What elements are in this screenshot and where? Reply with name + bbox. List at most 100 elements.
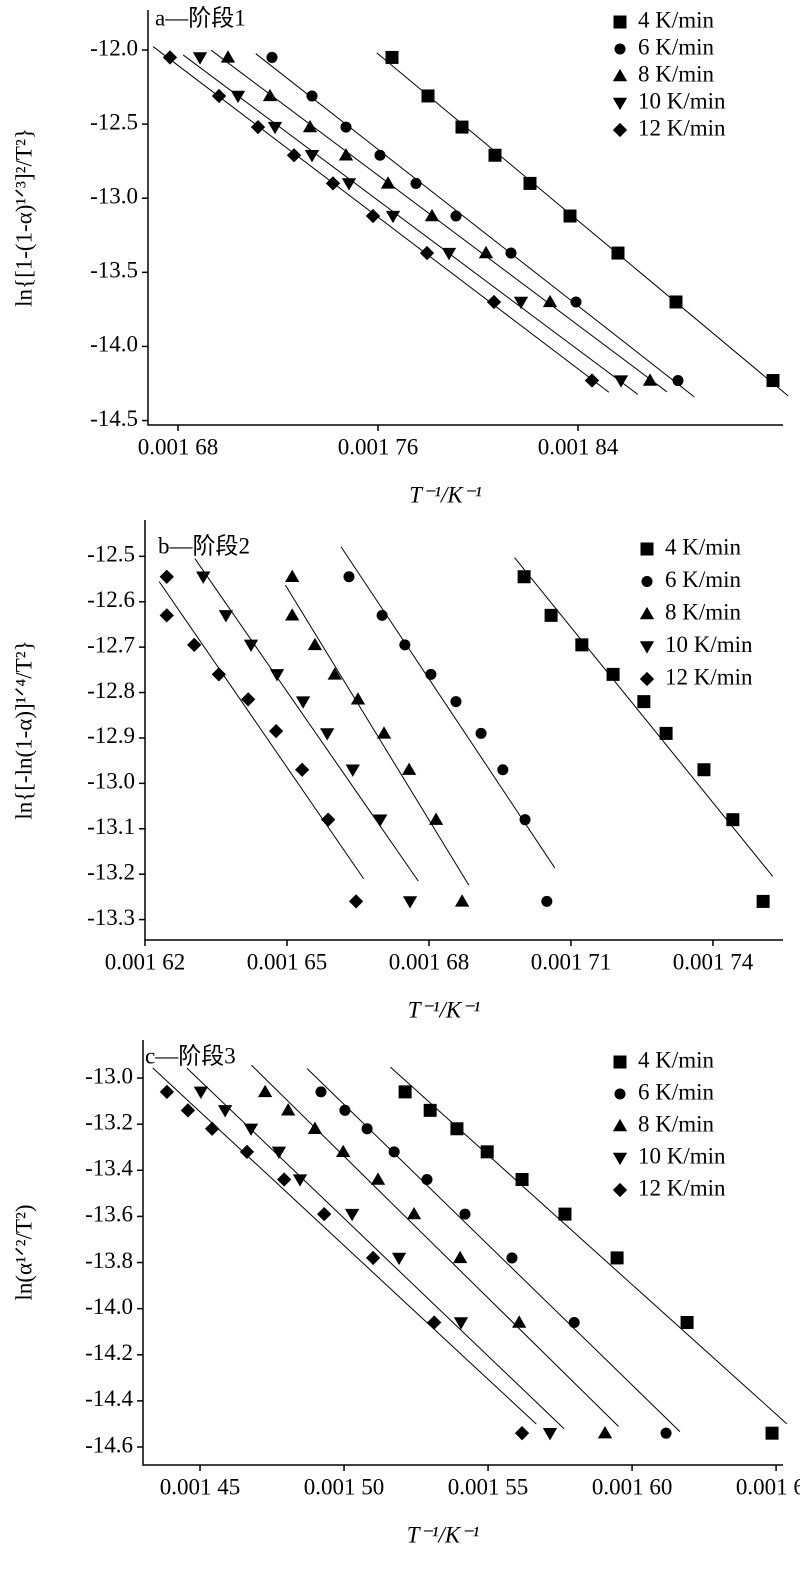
x-tick-label: 0.001 68 (389, 949, 470, 974)
point (765, 1426, 779, 1440)
point (480, 1145, 494, 1159)
point (285, 569, 300, 582)
point (365, 1250, 381, 1266)
point (455, 120, 469, 134)
legend-marker (612, 68, 628, 82)
point (541, 895, 553, 907)
fit-line (376, 52, 789, 397)
point (345, 764, 360, 777)
point (388, 1146, 400, 1158)
point (321, 812, 336, 827)
fit-line (152, 46, 610, 393)
title: a—阶段1 (155, 5, 246, 30)
legend-marker (612, 1182, 628, 1198)
point (515, 1173, 529, 1187)
point (385, 50, 399, 64)
point (486, 294, 502, 310)
point (373, 814, 388, 827)
point (419, 245, 435, 261)
point (243, 1123, 259, 1136)
legend-label: 4 K/min (638, 7, 715, 32)
point (192, 52, 208, 65)
point (513, 296, 529, 310)
point (380, 176, 396, 189)
point (243, 639, 259, 653)
y-tick-label: -13.0 (85, 1063, 133, 1088)
point (217, 1105, 233, 1118)
point (218, 610, 234, 623)
point (271, 1146, 287, 1159)
point (427, 1315, 442, 1330)
x-tick-label: 0.001 60 (592, 1474, 673, 1499)
y-tick-label: -12.5 (87, 542, 135, 567)
y-tick-label: -12.8 (87, 678, 135, 703)
title: b—阶段2 (158, 533, 250, 558)
x-tick-label: 0.001 65 (247, 949, 328, 974)
point (450, 210, 462, 222)
point (338, 148, 354, 161)
fit-line (251, 1064, 619, 1427)
point (659, 726, 673, 740)
point (336, 1144, 351, 1158)
point (306, 90, 318, 102)
point (570, 296, 582, 308)
x-axis-label: T⁻¹/K⁻¹ (408, 997, 481, 1022)
point (523, 176, 537, 190)
legend-marker (613, 15, 627, 29)
point (361, 1123, 373, 1135)
y-axis-label: ln{[1-(1-α)¹ᐟ³]²/T²} (11, 128, 36, 307)
point (162, 50, 178, 65)
legend-label: 4 K/min (638, 1047, 715, 1072)
point (575, 638, 589, 652)
legend-label: 8 K/min (638, 1111, 715, 1136)
point (276, 1172, 292, 1187)
point (669, 295, 683, 309)
point (421, 1173, 433, 1186)
point (295, 696, 311, 709)
point (672, 375, 684, 387)
subplot: -12.5 -12.6 -12.7 -12.8 -12.9 -13.0 -13.1 -13.2… (11, 520, 783, 1022)
point (180, 1103, 196, 1118)
legend-label: 12 K/min (638, 115, 726, 140)
y-tick-label: -14.0 (85, 1294, 133, 1319)
x-tick-label: 0.001 71 (531, 949, 612, 974)
legend-marker (614, 43, 626, 55)
subplot: -13.0 -13.2 -13.4 -13.6 -13.8 -14.0 -14.2 -14.4… (11, 1040, 800, 1547)
fit-line (390, 1066, 788, 1425)
fit-line (194, 558, 419, 882)
y-tick-label: -13.0 (87, 769, 135, 794)
y-tick-label: -12.5 (90, 109, 138, 134)
y-tick-label: -12.6 (87, 587, 135, 612)
point (475, 727, 487, 739)
y-tick-label: -13.1 (87, 814, 135, 839)
point (610, 1251, 624, 1265)
point (350, 692, 366, 705)
point (325, 176, 341, 191)
point (402, 896, 418, 909)
point (425, 668, 437, 680)
point (370, 1172, 386, 1185)
point (410, 177, 422, 189)
point (391, 1252, 407, 1266)
point (660, 1427, 672, 1439)
fit-line (158, 581, 365, 880)
point (563, 209, 577, 223)
point (193, 1086, 209, 1100)
point (398, 1085, 412, 1099)
legend-marker (612, 1152, 628, 1166)
legend-label: 12 K/min (638, 1175, 726, 1200)
y-tick-label: -14.6 (85, 1432, 133, 1457)
legend-marker (612, 122, 628, 138)
legend-label: 10 K/min (638, 1143, 726, 1168)
point (267, 121, 283, 135)
y-axis-label: ln(α¹ᐟ²/T²) (11, 1204, 36, 1300)
x-tick-label: 0.001 76 (338, 434, 419, 459)
point (428, 812, 444, 825)
point (211, 88, 227, 104)
point (307, 1121, 323, 1134)
point (544, 608, 558, 622)
y-tick-label: -13.2 (87, 859, 135, 884)
subplot: -12.0 -12.5 -13.0 -13.5 -14.0 -14.50.001 68 0.… (11, 5, 789, 507)
y-tick-label: -14.4 (85, 1386, 133, 1411)
